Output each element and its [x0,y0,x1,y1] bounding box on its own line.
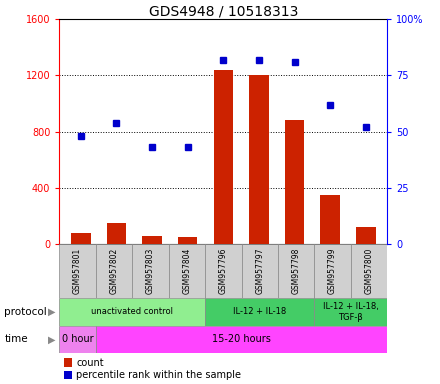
Text: GSM957797: GSM957797 [255,248,264,295]
Bar [205,298,314,326]
Text: GSM957800: GSM957800 [364,248,374,294]
Bar [242,244,278,298]
Text: GSM957801: GSM957801 [73,248,82,294]
Text: IL-12 + IL-18,
TGF-β: IL-12 + IL-18, TGF-β [323,302,379,321]
Bar [314,244,351,298]
Bar [278,244,314,298]
Text: GSM957804: GSM957804 [182,248,191,294]
Bar [351,244,387,298]
Text: ▶: ▶ [48,307,55,317]
Text: 15-20 hours: 15-20 hours [212,334,271,344]
Bar [213,70,233,244]
Text: protocol: protocol [4,307,47,317]
Text: IL-12 + IL-18: IL-12 + IL-18 [233,307,286,316]
Text: GSM957802: GSM957802 [110,248,118,294]
Bar [106,223,126,244]
Bar [178,237,198,244]
Text: count: count [76,358,104,368]
Bar [96,326,387,353]
Bar [169,244,205,298]
Title: GDS4948 / 10518313: GDS4948 / 10518313 [149,4,298,18]
Bar [59,298,205,326]
Text: GSM957803: GSM957803 [146,248,155,294]
Bar [205,244,242,298]
Text: GSM957796: GSM957796 [219,248,228,295]
Text: ▶: ▶ [48,334,55,344]
Bar [96,244,132,298]
Text: 0 hour: 0 hour [62,334,93,344]
Bar [71,233,91,244]
Text: GSM957798: GSM957798 [292,248,301,294]
Bar [285,121,304,244]
Bar [132,244,169,298]
Bar [356,227,376,244]
Bar [320,195,340,244]
Bar [314,298,387,326]
Bar [249,76,269,244]
Text: unactivated control: unactivated control [91,307,173,316]
Bar [142,236,162,244]
Text: percentile rank within the sample: percentile rank within the sample [76,370,241,380]
Text: GSM957799: GSM957799 [328,248,337,295]
Text: time: time [4,334,28,344]
Bar [59,326,96,353]
Bar [59,244,96,298]
